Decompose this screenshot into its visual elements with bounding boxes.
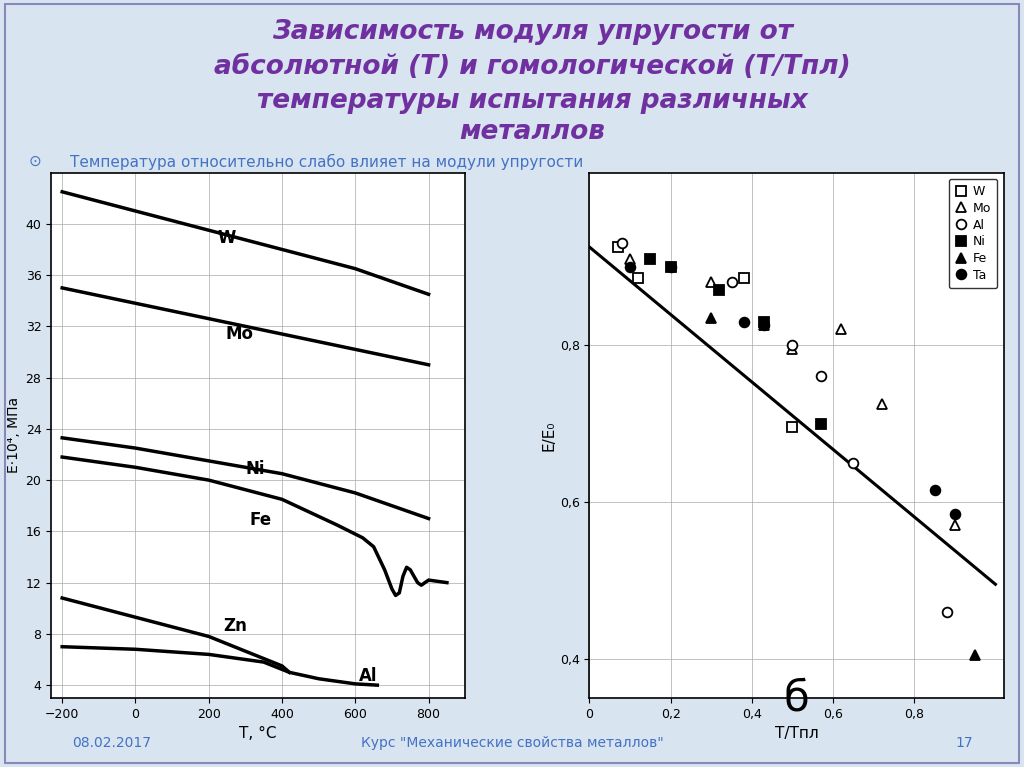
Text: ⊙: ⊙	[29, 153, 41, 169]
Text: 17: 17	[955, 736, 973, 750]
Legend: W, Mo, Al, Ni, Fe, Ta: W, Mo, Al, Ni, Fe, Ta	[949, 179, 997, 288]
Text: W: W	[218, 229, 237, 247]
Y-axis label: E·10⁴, МПа: E·10⁴, МПа	[7, 397, 22, 473]
Text: температуры испытания различных: температуры испытания различных	[257, 88, 808, 114]
X-axis label: T, °C: T, °C	[240, 726, 276, 741]
Text: 08.02.2017: 08.02.2017	[72, 736, 151, 750]
Text: Al: Al	[359, 667, 378, 685]
X-axis label: T/Tпл: T/Tпл	[774, 726, 818, 741]
Text: металлов: металлов	[460, 119, 605, 145]
Text: Температура относительно слабо влияет на модули упругости: Температура относительно слабо влияет на…	[70, 153, 583, 170]
Text: Ni: Ni	[246, 459, 265, 478]
Y-axis label: E/E₀: E/E₀	[542, 420, 557, 450]
Text: Fe: Fe	[249, 511, 271, 529]
Text: б: б	[783, 677, 809, 719]
Text: Zn: Zn	[223, 617, 247, 635]
Text: Зависимость модуля упругости от: Зависимость модуля упругости от	[272, 19, 793, 45]
Text: Курс "Механические свойства металлов": Курс "Механические свойства металлов"	[360, 736, 664, 750]
Text: абсолютной (Т) и гомологической (Т/Тпл): абсолютной (Т) и гомологической (Т/Тпл)	[214, 54, 851, 80]
Text: Mo: Mo	[225, 325, 253, 343]
